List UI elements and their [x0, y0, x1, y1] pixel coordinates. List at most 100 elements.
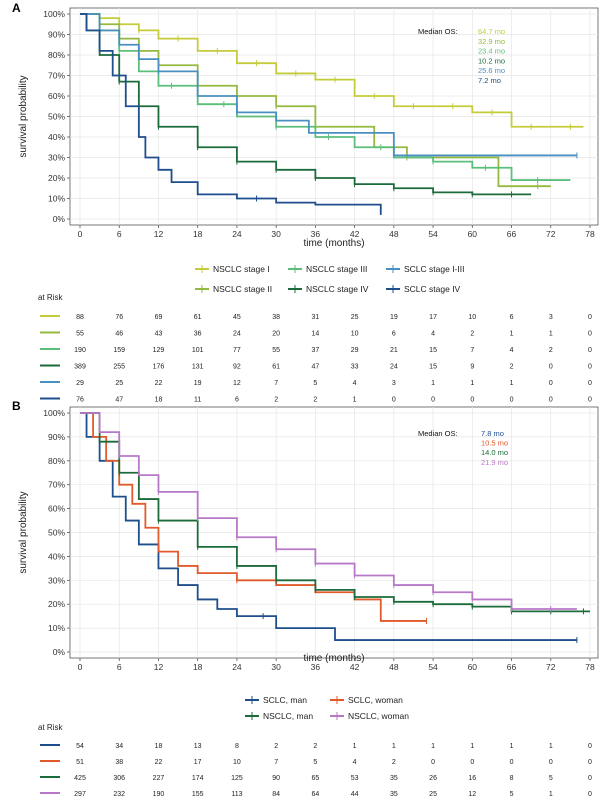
panel-b-risk-cell: 113: [231, 791, 242, 798]
panel-a-x-tick-label: 0: [78, 229, 83, 239]
panel-b-risk-cell: 174: [192, 775, 204, 782]
panel-a-risk-cell: 0: [392, 397, 396, 404]
panel-a-median-os-label: Median OS:: [418, 27, 458, 36]
panel-b-risk-cell: 297: [74, 791, 86, 798]
panel-b-risk-cell: 0: [588, 743, 592, 750]
panel-b-risk-cell: 0: [510, 759, 514, 766]
panel-b-risk-cell: 22: [155, 759, 163, 766]
panel-a-risk-cell: 1: [470, 380, 474, 387]
panel-a-risk-cell: 0: [588, 331, 592, 338]
panel-a-risk-cell: 20: [272, 331, 280, 338]
panel-b-risk-cell: 35: [390, 775, 398, 782]
panel-b-risk-cell: 18: [155, 743, 163, 750]
panel-a-legend-label: SCLC stage I-III: [404, 264, 464, 274]
panel-b-legend-label: NSCLC, woman: [348, 711, 409, 721]
panel-a-risk-cell: 37: [311, 347, 319, 354]
panel-b-risk-cell: 35: [390, 791, 398, 798]
panel-a-risk-cell: 69: [155, 314, 163, 321]
panel-b-risk-cell: 53: [351, 775, 359, 782]
panel-a-x-tick-label: 72: [546, 229, 556, 239]
panel-a-risk-cell: 47: [311, 364, 319, 371]
panel-a-risk-cell: 38: [272, 314, 280, 321]
panel-b-x-tick-label: 78: [585, 662, 595, 672]
panel-b-y-tick-label: 10%: [48, 623, 65, 633]
panel-b-y-tick-label: 60%: [48, 504, 65, 514]
panel-a-risk-cell: 29: [351, 347, 359, 354]
panel-a-series-line-2: [80, 13, 571, 181]
panel-a-risk-cell: 19: [194, 380, 202, 387]
panel-b-y-tick-label: 40%: [48, 551, 65, 561]
panel-a-risk-cell: 7: [470, 347, 474, 354]
panel-a-risk-cell: 1: [510, 331, 514, 338]
panel-b-legend-label: SCLC, man: [263, 695, 307, 705]
panel-b-y-tick-label: 50%: [48, 528, 65, 538]
panel-b-risk-cell: 306: [113, 775, 125, 782]
panel-a-risk-cell: 4: [431, 331, 435, 338]
panel-a-legend-label: NSCLC stage IV: [306, 284, 369, 294]
panel-a-legend-label: NSCLC stage II: [213, 284, 272, 294]
panel-a-risk-cell: 21: [390, 347, 398, 354]
panel-a-risk-cell: 0: [549, 397, 553, 404]
panel-b-risk-cell: 16: [468, 775, 476, 782]
panel-b-series-line-3: [80, 412, 577, 610]
panel-a-risk-cell: 3: [392, 380, 396, 387]
panel-a-risk-cell: 33: [351, 364, 359, 371]
panel-a-x-tick-label: 18: [193, 229, 203, 239]
panel-a-risk-cell: 159: [113, 347, 125, 354]
panel-a-risk-cell: 18: [155, 397, 163, 404]
panel-b-series-line-2: [80, 412, 590, 613]
panel-b-risk-cell: 5: [549, 775, 553, 782]
panel-b-plot-area: 0 6 12 18 24 30 36 42 48 54 60 66 72 78 0% 10% 20% 30% 40%…: [43, 406, 599, 672]
panel-a-risk-cell: 55: [76, 331, 84, 338]
panel-a-x-tick-label: 78: [585, 229, 595, 239]
panel-a-risk-cell: 61: [272, 364, 280, 371]
panel-b-risk-cell: 25: [429, 791, 437, 798]
panel-a-risk-cell: 0: [588, 314, 592, 321]
panel-b-risk-cell: 34: [115, 743, 123, 750]
panel-b-risk-cell: 5: [510, 791, 514, 798]
panel-a-risk-title: at Risk: [38, 293, 63, 302]
panel-a-series-line-0: [80, 13, 584, 128]
panel-b-risk-cell: 44: [351, 791, 359, 798]
panel-b-y-tick-label: 30%: [48, 575, 65, 585]
panel-a-y-tick-label: 20%: [48, 173, 65, 183]
panel-b-risk-cell: 13: [194, 743, 202, 750]
panel-b-median-os-value: 14.0 mo: [481, 448, 508, 457]
panel-b-risk-cell: 0: [588, 759, 592, 766]
panel-a-x-tick-label: 6: [117, 229, 122, 239]
panel-b-risk-cell: 1: [431, 743, 435, 750]
panel-a-risk-cell: 43: [155, 331, 163, 338]
panel-b-risk-cell: 4: [353, 759, 357, 766]
panel-b-risk-cell: 65: [311, 775, 319, 782]
panel-a-y-tick-label: 100%: [43, 9, 65, 19]
panel-b-y-axis-label: survival probability: [18, 491, 29, 573]
panel-a-median-os-value: 32.9 mo: [478, 37, 505, 46]
panel-a-x-tick-label: 36: [311, 229, 321, 239]
panel-b-x-tick-label: 48: [389, 662, 399, 672]
panel-a-y-tick-label: 90%: [48, 30, 65, 40]
panel-b-x-tick-label: 18: [193, 662, 203, 672]
panel-a-risk-cell: 47: [115, 397, 123, 404]
panel-a-risk-cell: 2: [549, 347, 553, 354]
panel-b-risk-cell: 7: [274, 759, 278, 766]
panel-b-x-tick-label: 60: [468, 662, 478, 672]
panel-a-risk-cell: 10: [351, 331, 359, 338]
panel-a-risk-cell: 6: [235, 397, 239, 404]
panel-a-risk-cell: 14: [311, 331, 319, 338]
panel-b-median-os-value: 21.9 mo: [481, 458, 508, 467]
panel-a-x-tick-label: 60: [468, 229, 478, 239]
panel-b-risk-cell: 1: [470, 743, 474, 750]
panel-b-risk-cell: 2: [392, 759, 396, 766]
panel-a-risk-cell: 25: [351, 314, 359, 321]
panel-b-risk-cell: 90: [272, 775, 280, 782]
panel-a-risk-cell: 15: [429, 347, 437, 354]
panel-a-y-tick-label: 40%: [48, 132, 65, 142]
panel-a-risk-cell: 0: [470, 397, 474, 404]
panel-b-risk-cell: 1: [549, 791, 553, 798]
panel-b-risk-cell: 8: [510, 775, 514, 782]
panel-b-x-tick-label: 54: [428, 662, 438, 672]
panel-a-risk-cell: 0: [549, 364, 553, 371]
panel-a-x-tick-label: 54: [428, 229, 438, 239]
panel-b-x-axis-label: time (months): [303, 653, 364, 664]
